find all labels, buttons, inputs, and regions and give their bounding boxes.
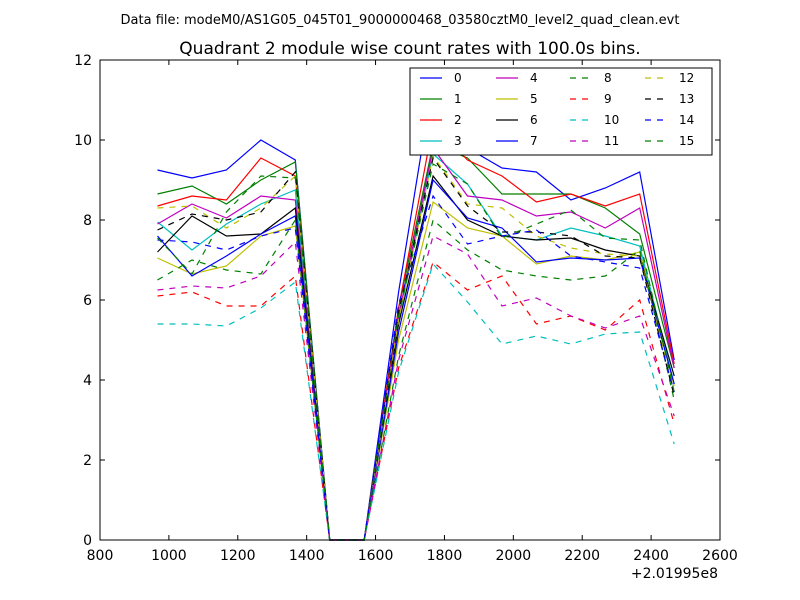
figure-suptitle: Data file: modeM0/AS1G05_045T01_90000004… (121, 13, 680, 28)
legend-label-9: 9 (604, 92, 612, 106)
series-line-5 (157, 200, 675, 541)
x-tick-label: 1200 (220, 548, 256, 564)
y-tick-label: 8 (83, 213, 92, 229)
legend-label-10: 10 (604, 113, 619, 127)
legend-label-7: 7 (530, 134, 538, 148)
x-tick-label: 2200 (564, 548, 600, 564)
series-line-9 (157, 260, 675, 541)
chart-title: Quadrant 2 module wise count rates with … (179, 39, 640, 59)
x-axis-offset-label: +2.01995e8 (631, 566, 718, 582)
x-tick-label: 1600 (358, 548, 394, 564)
legend-label-12: 12 (679, 71, 694, 85)
series-line-11 (157, 235, 675, 541)
legend-label-6: 6 (530, 113, 538, 127)
x-tick-label: 1800 (427, 548, 463, 564)
y-tick-label: 10 (74, 133, 92, 149)
legend-label-8: 8 (604, 71, 612, 85)
x-tick-label: 2000 (496, 548, 532, 564)
legend-label-2: 2 (454, 113, 462, 127)
legend-label-4: 4 (530, 71, 538, 85)
x-tick-label: 1400 (289, 548, 325, 564)
y-tick-label: 6 (83, 293, 92, 309)
series-line-14 (157, 194, 675, 541)
series-line-12 (157, 154, 675, 541)
y-tick-label: 0 (83, 533, 92, 549)
series-line-10 (157, 262, 675, 541)
legend-label-1: 1 (454, 92, 462, 106)
legend-label-5: 5 (530, 92, 538, 106)
series-line-0 (157, 78, 675, 541)
y-tick-label: 2 (83, 453, 92, 469)
x-axis-ticks: 800 1000 1200 1400 1600 1800 2000 2200 2400 2600 (87, 60, 738, 564)
legend-label-15: 15 (679, 134, 694, 148)
y-tick-label: 4 (83, 373, 92, 389)
legend-label-13: 13 (679, 92, 694, 106)
legend-label-11: 11 (604, 134, 619, 148)
series-line-15 (157, 163, 675, 541)
x-tick-label: 2400 (633, 548, 669, 564)
x-tick-label: 800 (87, 548, 114, 564)
series-line-1 (157, 143, 675, 541)
series-line-4 (157, 146, 675, 541)
x-tick-label: 1000 (151, 548, 187, 564)
series-line-13 (157, 156, 675, 541)
x-tick-label: 2600 (702, 548, 738, 564)
y-tick-label: 12 (74, 53, 92, 69)
legend-label-0: 0 (454, 71, 462, 85)
series-line-2 (157, 122, 675, 541)
legend-label-14: 14 (679, 113, 694, 127)
series-lines (157, 78, 675, 541)
legend-label-3: 3 (454, 134, 462, 148)
